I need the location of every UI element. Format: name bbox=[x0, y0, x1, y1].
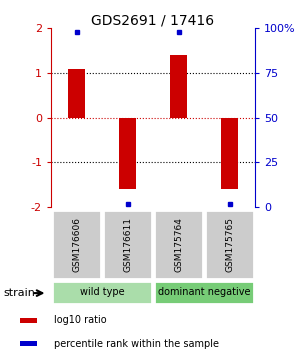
Text: GSM176611: GSM176611 bbox=[123, 217, 132, 272]
Bar bbox=[52, 210, 101, 279]
Bar bbox=[20, 341, 37, 346]
Bar bbox=[20, 318, 37, 323]
Bar bbox=[68, 69, 85, 118]
Title: GDS2691 / 17416: GDS2691 / 17416 bbox=[92, 13, 214, 27]
Text: dominant negative: dominant negative bbox=[158, 287, 250, 297]
Text: GSM175765: GSM175765 bbox=[225, 217, 234, 272]
Bar bbox=[119, 118, 136, 189]
Bar bbox=[170, 55, 187, 118]
Bar bbox=[154, 281, 254, 304]
Text: GSM175764: GSM175764 bbox=[174, 217, 183, 272]
Bar bbox=[221, 118, 238, 189]
Bar bbox=[205, 210, 254, 279]
Bar bbox=[154, 210, 203, 279]
Text: wild type: wild type bbox=[80, 287, 124, 297]
Text: percentile rank within the sample: percentile rank within the sample bbox=[54, 339, 219, 349]
Text: strain: strain bbox=[3, 288, 35, 298]
Bar bbox=[103, 210, 152, 279]
Text: log10 ratio: log10 ratio bbox=[54, 315, 107, 325]
Text: GSM176606: GSM176606 bbox=[72, 217, 81, 272]
Bar bbox=[52, 281, 152, 304]
